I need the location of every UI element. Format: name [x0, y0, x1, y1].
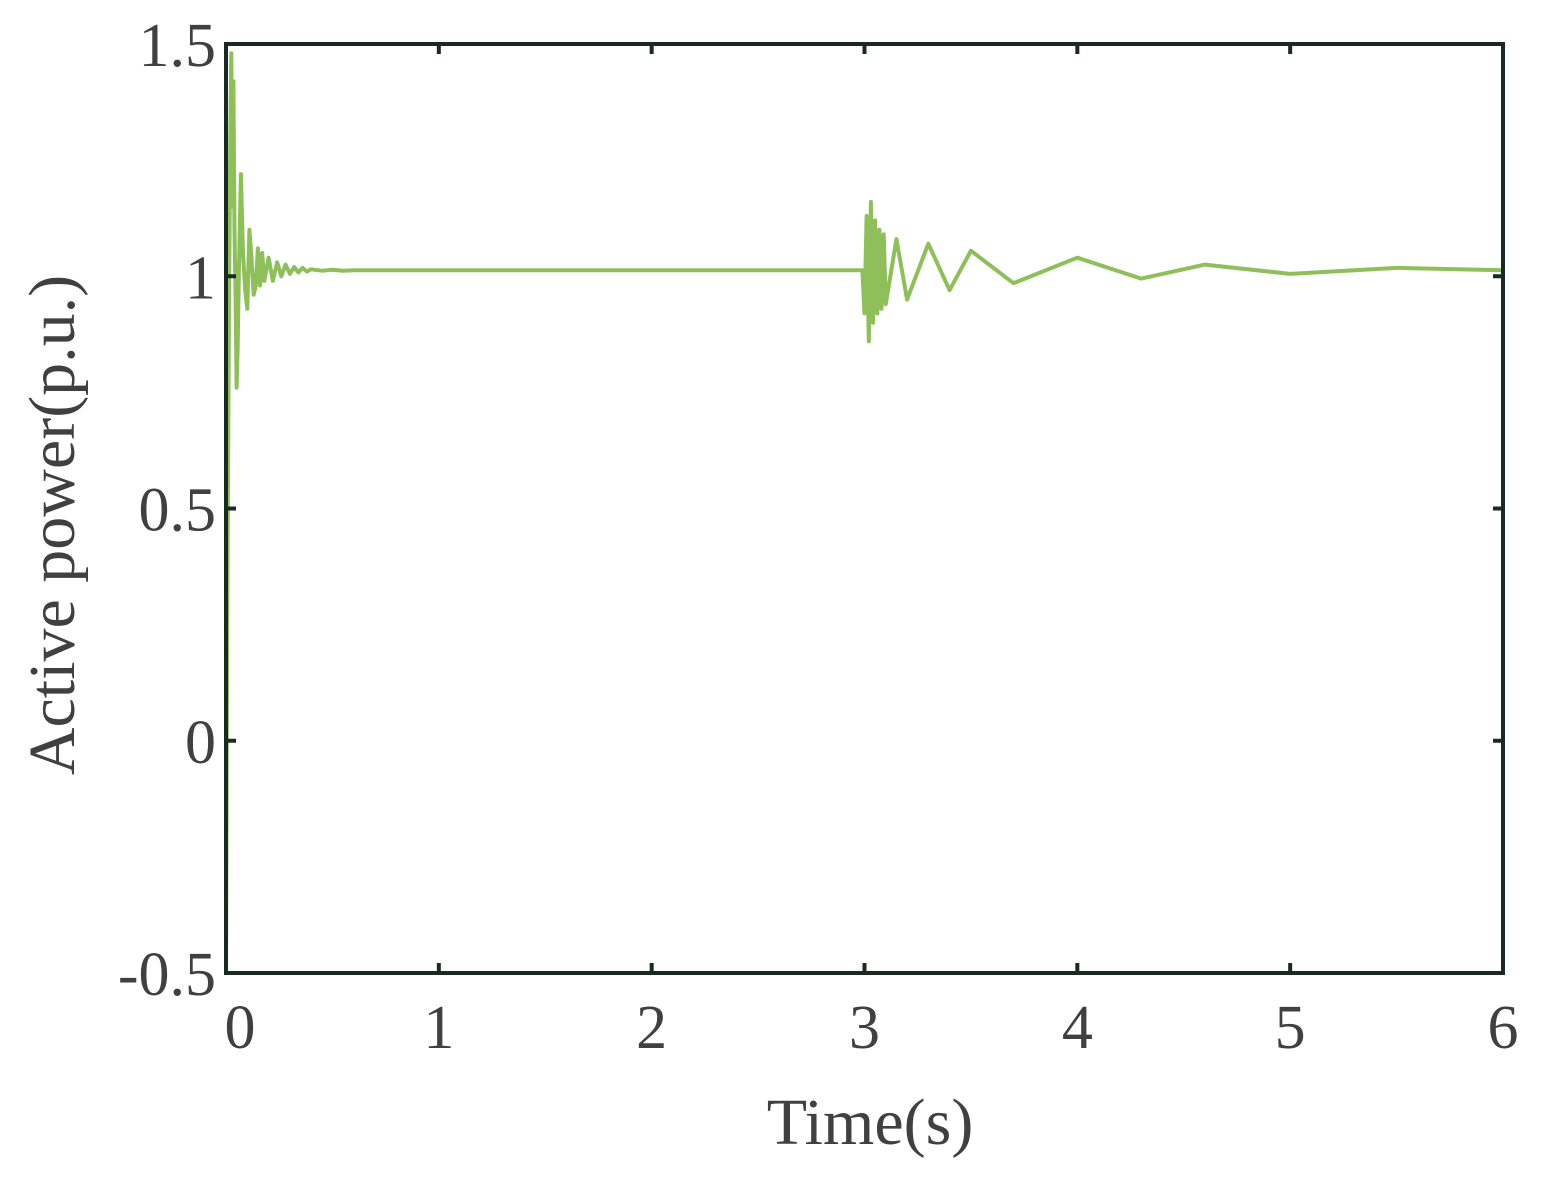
series-layer	[224, 51, 1504, 974]
y-tick-labels: -0.5 0 0.5 1 1.5	[118, 12, 216, 1009]
x-tick-label: 1	[423, 994, 454, 1062]
x-tick-label: 2	[636, 994, 667, 1062]
x-tick-label: 0	[225, 994, 256, 1062]
y-tick-label: -0.5	[118, 941, 216, 1009]
y-tick-label: 1	[185, 244, 216, 312]
x-tick-labels: 0 1 2 3 4 5 6	[225, 994, 1519, 1062]
x-tick-label: 5	[1275, 994, 1306, 1062]
tick-layer	[224, 42, 1505, 975]
y-tick-label: 1.5	[139, 12, 217, 80]
x-tick-label: 6	[1488, 994, 1519, 1062]
y-tick-label: 0	[185, 709, 216, 777]
x-tick-label: 3	[849, 994, 880, 1062]
y-axis-label: Active power(p.u.)	[16, 275, 89, 775]
x-axis-label: Time(s)	[767, 1086, 974, 1159]
x-tick-label: 4	[1062, 994, 1093, 1062]
y-tick-label: 0.5	[139, 477, 217, 545]
series-line-0	[224, 51, 1504, 974]
